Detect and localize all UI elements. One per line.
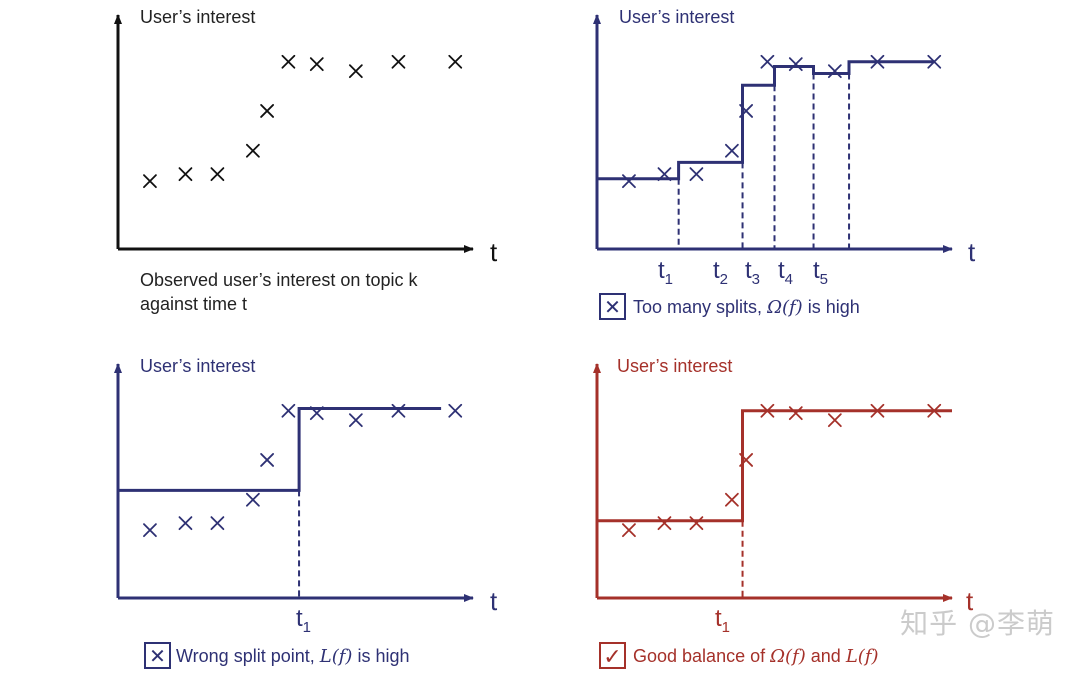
data-point: [927, 54, 942, 69]
split-labels: t1 t2 t3 t4 t5: [658, 257, 828, 288]
caption-omega: Ω(f): [766, 297, 803, 318]
data-point: [391, 54, 406, 69]
panel-bottom-right: User’s interest t t1 ✓ Good balance of Ω…: [593, 356, 974, 669]
data-point: [448, 403, 463, 418]
y-axis-label: User’s interest: [619, 7, 734, 27]
data-point: [870, 403, 885, 418]
data-point: [827, 413, 842, 428]
points: [143, 54, 463, 189]
step-function: [597, 409, 952, 598]
data-point: [260, 453, 274, 467]
caption: ✓ Good balance of Ω(f) and L(f): [599, 642, 879, 669]
data-point: [348, 64, 363, 79]
y-axis-label: User’s interest: [617, 356, 732, 376]
panel-bottom-left: User’s interest t t1 ✕ Wrong split point…: [114, 356, 498, 669]
split-label-t4: t4: [778, 257, 793, 288]
data-point: [143, 523, 157, 538]
caption-and: and: [811, 646, 841, 666]
data-point: [260, 104, 274, 118]
data-point: [657, 516, 672, 531]
split-label-t5: t5: [813, 257, 828, 288]
data-point: [143, 174, 157, 189]
data-point: [827, 64, 842, 79]
caption-text: Too many splits,: [633, 297, 762, 317]
data-point: [281, 54, 296, 69]
watermark: 知乎 @李萌: [900, 607, 1055, 640]
svg-text:Good balance of Ω(f): Good balance of Ω(f) and L(f): [633, 646, 879, 667]
step-line: [597, 60, 935, 181]
data-point: [246, 492, 260, 507]
caption-loss: L(f): [319, 646, 353, 667]
data-point: [210, 516, 225, 531]
caption-suffix: is high: [808, 297, 860, 317]
y-axis-label: User’s interest: [140, 7, 255, 27]
panel-top-right: User’s interest t t1 t2 t3 t4 t5 ✕ Too m…: [593, 7, 976, 320]
data-point: [760, 403, 775, 418]
data-point: [689, 167, 704, 182]
caption-line-2: against time t: [140, 294, 247, 314]
data-point: [178, 167, 193, 182]
data-point: [448, 54, 463, 69]
data-point: [739, 104, 753, 118]
points: [622, 403, 942, 538]
svg-text:Too many splits, Ω(f): Too many splits, Ω(f) is high: [633, 297, 860, 318]
data-point: [657, 167, 672, 182]
data-point: [760, 54, 775, 69]
split-label-t1: t1: [296, 605, 311, 636]
points: [622, 54, 942, 189]
cross-box-icon: [144, 642, 171, 669]
x-axis-label: t: [490, 237, 498, 267]
x-axis-label: t: [490, 586, 498, 616]
data-point: [309, 57, 324, 72]
caption-loss: L(f): [845, 646, 879, 667]
data-point: [309, 406, 324, 421]
step-function: [597, 60, 935, 249]
data-point: [281, 403, 296, 418]
split-label-t2: t2: [713, 257, 728, 288]
cross-icon: ✕: [149, 646, 166, 668]
x-axis-label: t: [968, 237, 976, 267]
caption-omega: Ω(f): [769, 646, 806, 667]
svg-text:Wrong split point, L(f: Wrong split point, L(f) is high: [176, 646, 409, 667]
caption-suffix: is high: [357, 646, 409, 666]
x-axis-label: t: [966, 586, 974, 616]
data-point: [210, 167, 225, 182]
step-line: [597, 409, 952, 523]
data-point: [391, 403, 406, 418]
y-axis-label: User’s interest: [140, 356, 255, 376]
data-point: [870, 54, 885, 69]
step-line: [118, 407, 442, 492]
data-point: [348, 413, 363, 428]
caption-text: Good balance of: [633, 646, 766, 666]
data-point: [725, 492, 739, 507]
caption-line-1: Observed user’s interest on topic k: [140, 270, 418, 290]
panel-top-left: User’s interest t Observed user’s intere…: [114, 7, 498, 314]
data-point: [927, 403, 942, 418]
split-label-t1: t1: [658, 257, 673, 288]
check-icon: ✓: [603, 644, 621, 669]
split-label-t1: t1: [715, 605, 730, 636]
data-point: [622, 523, 636, 538]
data-point: [725, 143, 739, 158]
data-point: [689, 516, 704, 531]
data-point: [178, 516, 193, 531]
cross-box-icon: [599, 293, 626, 320]
points: [143, 403, 463, 538]
caption-text: Wrong split point,: [176, 646, 315, 666]
data-point: [246, 143, 260, 158]
data-point: [788, 406, 803, 421]
caption: ✕ Too many splits, Ω(f) is high: [599, 293, 860, 320]
step-function: [118, 407, 442, 598]
cross-icon: ✕: [604, 297, 621, 319]
data-point: [739, 453, 753, 467]
data-point: [788, 57, 803, 72]
split-label-t3: t3: [745, 257, 760, 288]
caption: ✕ Wrong split point, L(f) is high: [144, 642, 409, 669]
data-point: [622, 174, 636, 189]
check-box-icon: [599, 642, 626, 669]
